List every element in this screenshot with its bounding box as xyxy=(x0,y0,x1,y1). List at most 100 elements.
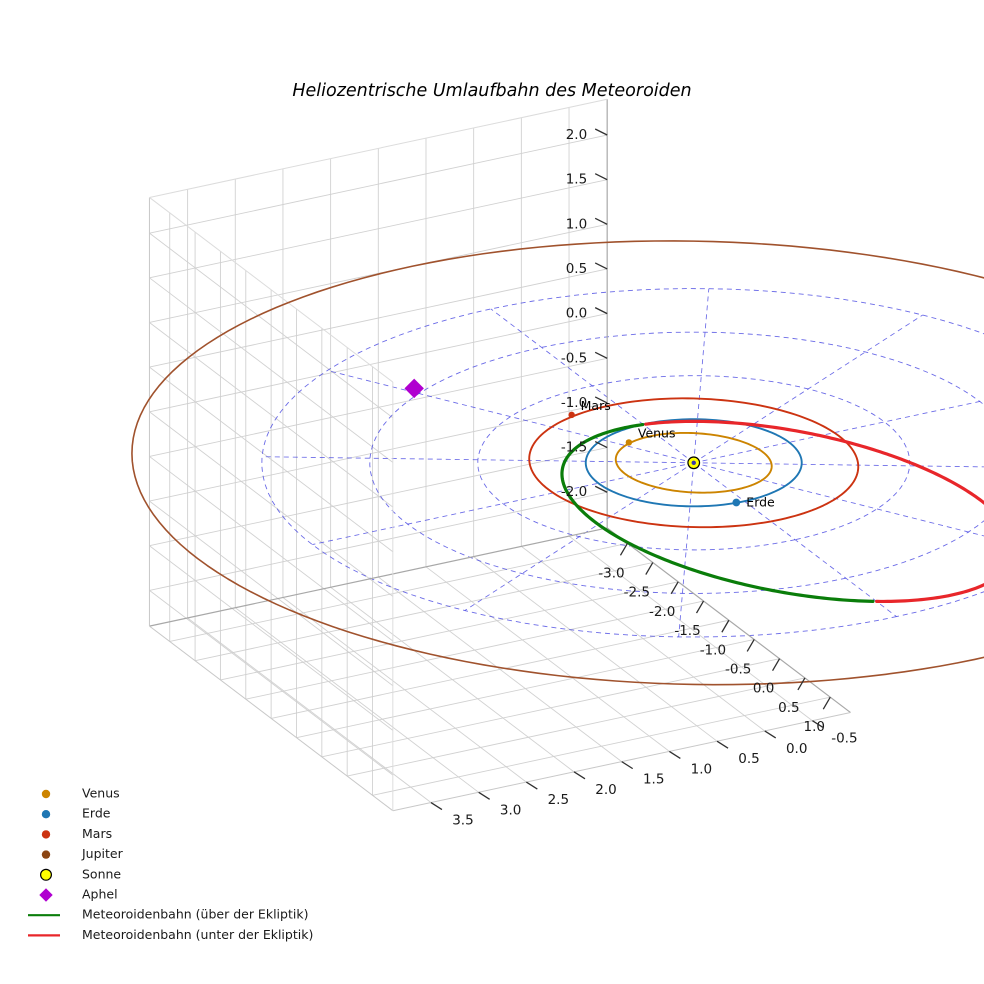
gridline xyxy=(149,491,608,591)
legend-marker-swatch xyxy=(41,850,51,859)
box-edge xyxy=(149,527,608,627)
venus-label: Venus xyxy=(638,425,676,440)
legend-item[interactable]: Aphel xyxy=(39,887,118,902)
legend-item[interactable]: Meteoroidenbahn (unter der Ekliptik) xyxy=(28,927,313,942)
y-tick-label: 1.5 xyxy=(643,772,664,788)
meteoroid-orbit-above-ecliptic xyxy=(623,423,645,430)
gridline xyxy=(149,268,608,368)
polar-ring xyxy=(369,331,984,594)
tick-mark xyxy=(594,307,608,315)
polar-spoke xyxy=(490,308,694,464)
y-tick-label: 0.0 xyxy=(786,741,807,757)
axes-gridlines xyxy=(149,107,831,803)
legend-item[interactable]: Jupiter xyxy=(41,846,124,861)
gridline xyxy=(282,597,527,783)
y-tick-label: -0.5 xyxy=(831,731,857,747)
tick-mark xyxy=(594,262,608,270)
tick-mark xyxy=(812,720,824,729)
legend-group[interactable]: Venus Erde Mars Jupiter Sonne Aphel Meteoroide… xyxy=(28,786,313,942)
y-tick-label: 3.0 xyxy=(500,802,521,818)
legend-label: Aphel xyxy=(82,887,118,902)
gridline xyxy=(149,357,608,457)
orbit-mars xyxy=(528,397,860,529)
z-tick-label: -0.5 xyxy=(561,350,587,366)
sun-core xyxy=(691,460,696,465)
gridline xyxy=(149,179,608,279)
tick-mark xyxy=(716,740,729,749)
x-tick-label: -2.5 xyxy=(624,585,650,601)
legend-item[interactable]: Mars xyxy=(41,826,112,841)
legend-diamond-swatch xyxy=(39,888,53,902)
z-tick-label: -1.5 xyxy=(561,440,587,456)
tick-mark xyxy=(695,600,705,614)
gridline xyxy=(568,535,813,722)
legend-item[interactable]: Erde xyxy=(41,806,111,821)
gridline xyxy=(149,500,394,687)
legend-item[interactable]: Meteoroidenbahn (über der Ekliptik) xyxy=(28,907,308,922)
x-tick-label: -0.5 xyxy=(725,661,751,677)
orbit-jupiter xyxy=(131,240,984,686)
legend-label: Meteoroidenbahn (über der Ekliptik) xyxy=(82,907,308,922)
gridline xyxy=(330,586,575,773)
gridline xyxy=(235,607,479,793)
gridline xyxy=(149,277,394,463)
tick-mark xyxy=(594,128,608,136)
legend-label: Mars xyxy=(82,826,112,841)
tick-mark xyxy=(478,791,490,800)
meteoroid-orbit-above-ecliptic xyxy=(560,425,875,603)
gridline xyxy=(521,546,765,732)
axes-box-edges xyxy=(148,98,851,812)
meteoroid-orbit-below-ecliptic xyxy=(644,419,984,604)
box-edge xyxy=(149,197,394,383)
gridline xyxy=(473,556,718,742)
tick-mark xyxy=(822,696,831,710)
z-tick-label: 0.0 xyxy=(566,306,587,322)
gridline xyxy=(149,590,394,776)
tick-mark xyxy=(764,730,777,739)
x-tick-label: -1.0 xyxy=(700,642,726,658)
gridline xyxy=(425,566,670,752)
gridline xyxy=(149,545,394,731)
tick-mark xyxy=(594,485,608,493)
gridline xyxy=(149,232,394,419)
box-edge xyxy=(149,98,608,198)
tick-mark xyxy=(430,801,443,811)
tick-mark xyxy=(619,543,629,556)
polar-spoke xyxy=(693,462,897,617)
legend-label: Venus xyxy=(82,786,120,801)
legend-marker-swatch xyxy=(41,810,51,819)
x-tick-label: -2.0 xyxy=(649,604,675,620)
legend-marker-swatch xyxy=(41,830,51,839)
x-tick-label: 0.0 xyxy=(753,681,774,697)
gridline xyxy=(149,456,394,642)
legend-item[interactable]: Sonne xyxy=(39,866,122,881)
z-tick-label: -2.0 xyxy=(561,484,587,500)
tick-mark xyxy=(594,440,608,449)
tick-mark xyxy=(594,351,608,359)
z-tick-label: 1.0 xyxy=(566,216,587,232)
y-tick-label: 0.5 xyxy=(738,751,759,767)
marker-aphel xyxy=(404,378,424,399)
tick-mark xyxy=(621,761,634,770)
z-tick-label: 0.5 xyxy=(566,261,587,277)
tick-mark xyxy=(772,658,781,672)
marker-mars xyxy=(568,411,575,419)
legend-label: Sonne xyxy=(82,866,121,881)
tick-mark xyxy=(797,677,806,691)
legend-item[interactable]: Venus xyxy=(41,786,120,801)
body-labels: Mars Venus Erde xyxy=(581,398,775,510)
tick-mark xyxy=(670,581,679,595)
tick-mark xyxy=(573,771,586,780)
gridline xyxy=(149,411,394,597)
marker-venus xyxy=(625,439,633,446)
legend-label: Jupiter xyxy=(81,846,124,861)
orbit-curves xyxy=(131,240,984,686)
x-tick-label: 1.0 xyxy=(804,719,825,735)
tick-mark xyxy=(746,639,755,652)
y-tick-label: 2.5 xyxy=(548,792,569,808)
tick-mark xyxy=(721,619,730,633)
axis-ticks: -3.0-2.5-2.0-1.5-1.0-0.50.00.51.0-0.50.0… xyxy=(430,127,858,829)
body-markers xyxy=(404,378,741,507)
